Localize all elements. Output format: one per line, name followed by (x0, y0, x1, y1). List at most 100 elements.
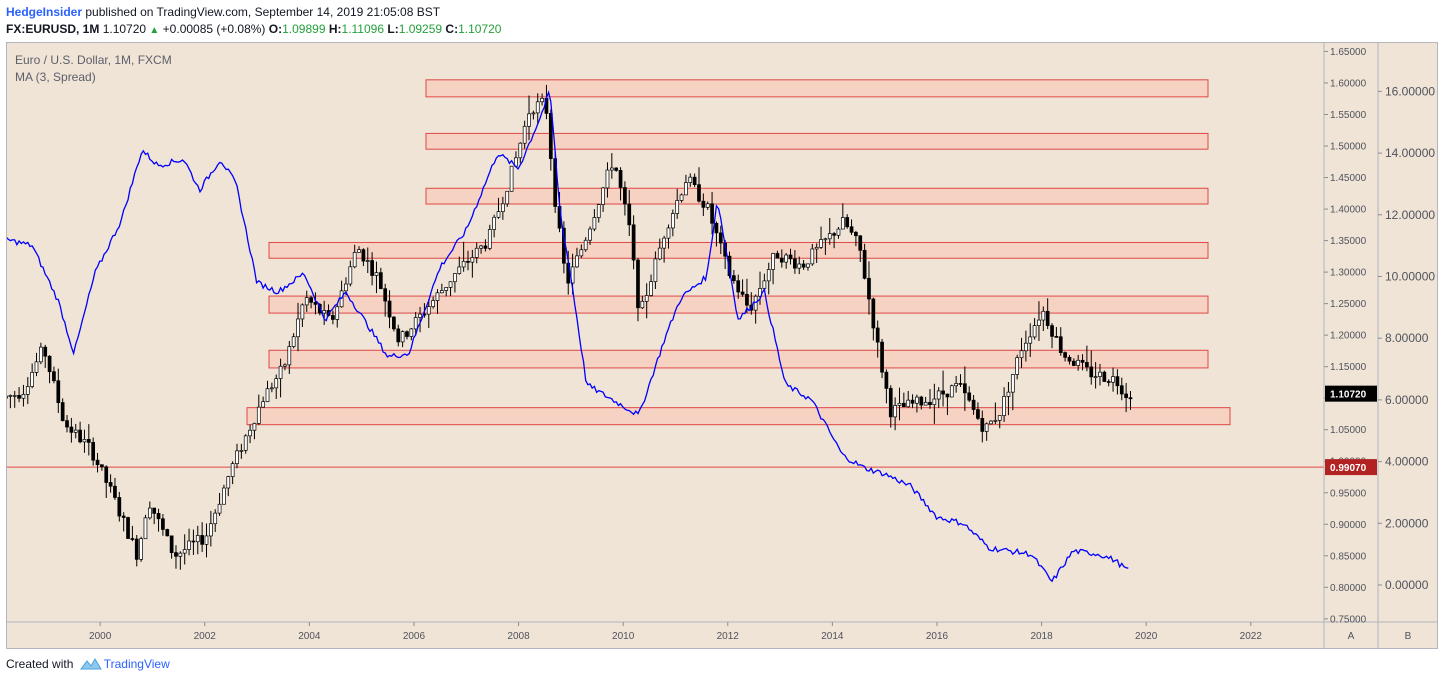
candle-body (1037, 319, 1041, 326)
axes: 0.750000.800000.850000.900000.950001.000… (6, 42, 1438, 649)
candle-body (836, 228, 841, 236)
high-value: 1.11096 (341, 22, 385, 36)
candle-body (222, 487, 226, 505)
candle-body (605, 169, 610, 189)
candle-body (880, 341, 884, 373)
candle-body (893, 405, 897, 418)
candle-body (1050, 325, 1054, 337)
candle-body (596, 204, 601, 218)
right-tick-label: 8.00000 (1385, 331, 1429, 345)
candle-body (522, 125, 527, 144)
candle-body (178, 552, 183, 557)
candle-body (505, 190, 510, 205)
open-label: O: (268, 22, 283, 36)
right-tick-label: 12.00000 (1385, 208, 1435, 222)
last-price: 1.10720 (102, 22, 147, 36)
candle-body (976, 409, 980, 419)
candle-body (919, 396, 924, 406)
candle-body (810, 248, 815, 265)
candle-body (187, 540, 191, 550)
candle-body (575, 255, 579, 268)
candle-body (1085, 362, 1089, 368)
right-tick-label: 16.00000 (1385, 84, 1435, 98)
candle-body (915, 396, 919, 404)
candle-body (827, 233, 832, 240)
up-arrow-icon: ▲ (149, 25, 160, 36)
candle-body (78, 429, 82, 443)
left-tick-label: 0.85000 (1330, 551, 1367, 562)
candle-body (793, 258, 797, 269)
candle-body (256, 406, 261, 424)
candle-body (540, 97, 544, 103)
candle-body (165, 529, 170, 537)
candle-body (662, 237, 666, 249)
candle-body (344, 283, 348, 292)
candle-body (901, 402, 906, 408)
candle-body (984, 423, 989, 432)
candle-body (1098, 371, 1102, 377)
candle-body (775, 253, 780, 259)
candle-body (130, 538, 135, 540)
candle-body (788, 254, 793, 260)
candle-body (73, 429, 78, 433)
low-label: L: (387, 22, 399, 36)
author-link[interactable]: HedgeInsider (6, 5, 83, 19)
left-tick-label: 1.65000 (1330, 47, 1367, 58)
pane-label-b: B (1405, 631, 1412, 642)
candle-body (331, 315, 335, 320)
candle-body (1128, 397, 1133, 400)
candle-body (623, 187, 627, 205)
support-level-tag (1325, 459, 1377, 476)
candle-body (230, 463, 235, 477)
candle-body (252, 423, 257, 431)
candle-body (875, 327, 880, 343)
left-scale-area (1324, 42, 1378, 622)
candle-body (95, 459, 100, 466)
candle-body (487, 229, 492, 249)
candle-body (588, 228, 592, 241)
candle-body (200, 535, 204, 545)
candle-body (34, 361, 39, 373)
time-tick-label: 2006 (403, 631, 426, 642)
candle-body (65, 420, 69, 428)
left-tick-label: 0.95000 (1330, 488, 1367, 499)
candle-body (296, 318, 300, 338)
time-tick-label: 2012 (717, 631, 740, 642)
resistance-zone (246, 407, 1231, 426)
candle-body (871, 298, 876, 329)
candle-body (274, 378, 279, 389)
footer-brand[interactable]: TradingView (103, 657, 170, 671)
candle-body (941, 390, 945, 395)
candle-body (43, 346, 48, 357)
price-chart[interactable]: 0.750000.800000.850000.900000.950001.000… (6, 42, 1438, 649)
left-tick-label: 1.50000 (1330, 142, 1367, 153)
candle-body (126, 517, 130, 539)
candle-body (666, 227, 671, 239)
candle-body (30, 372, 35, 387)
candle-body (248, 429, 252, 437)
candle-body (801, 263, 806, 268)
candle-body (86, 439, 91, 443)
candle-body (182, 549, 187, 554)
candle-body (300, 304, 305, 320)
candle-body (867, 277, 871, 300)
candle-body (309, 297, 313, 303)
candle-body (47, 355, 52, 373)
candle-body (453, 273, 457, 283)
candle-body (147, 507, 152, 519)
candle-body (17, 395, 21, 399)
candle-body (614, 167, 619, 171)
candle-body (91, 442, 96, 461)
candle-body (161, 518, 165, 530)
candle-body (470, 257, 475, 263)
candle-body (261, 401, 265, 408)
candle-body (418, 313, 422, 318)
tradingview-logo-icon (79, 658, 102, 670)
candle-body (1071, 360, 1076, 366)
candle-body (492, 216, 496, 230)
candle-body (365, 260, 370, 262)
candle-body (387, 300, 392, 318)
left-tick-label: 0.75000 (1330, 614, 1367, 625)
candle-body (705, 203, 710, 208)
candle-body (949, 385, 954, 398)
